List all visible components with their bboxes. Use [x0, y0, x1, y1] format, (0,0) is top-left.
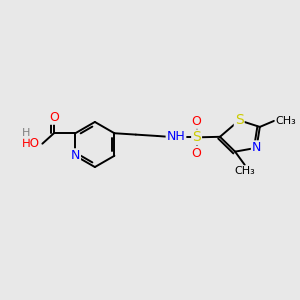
- Text: S: S: [192, 130, 201, 144]
- Text: N: N: [252, 141, 261, 154]
- Text: N: N: [71, 149, 80, 162]
- Text: O: O: [192, 147, 202, 160]
- Text: NH: NH: [167, 130, 185, 143]
- Text: CH₃: CH₃: [234, 166, 255, 176]
- Text: HO: HO: [22, 137, 40, 150]
- Text: S: S: [235, 113, 244, 127]
- Text: CH₃: CH₃: [275, 116, 296, 126]
- Text: H: H: [22, 128, 31, 138]
- Text: O: O: [49, 111, 59, 124]
- Text: O: O: [192, 115, 202, 128]
